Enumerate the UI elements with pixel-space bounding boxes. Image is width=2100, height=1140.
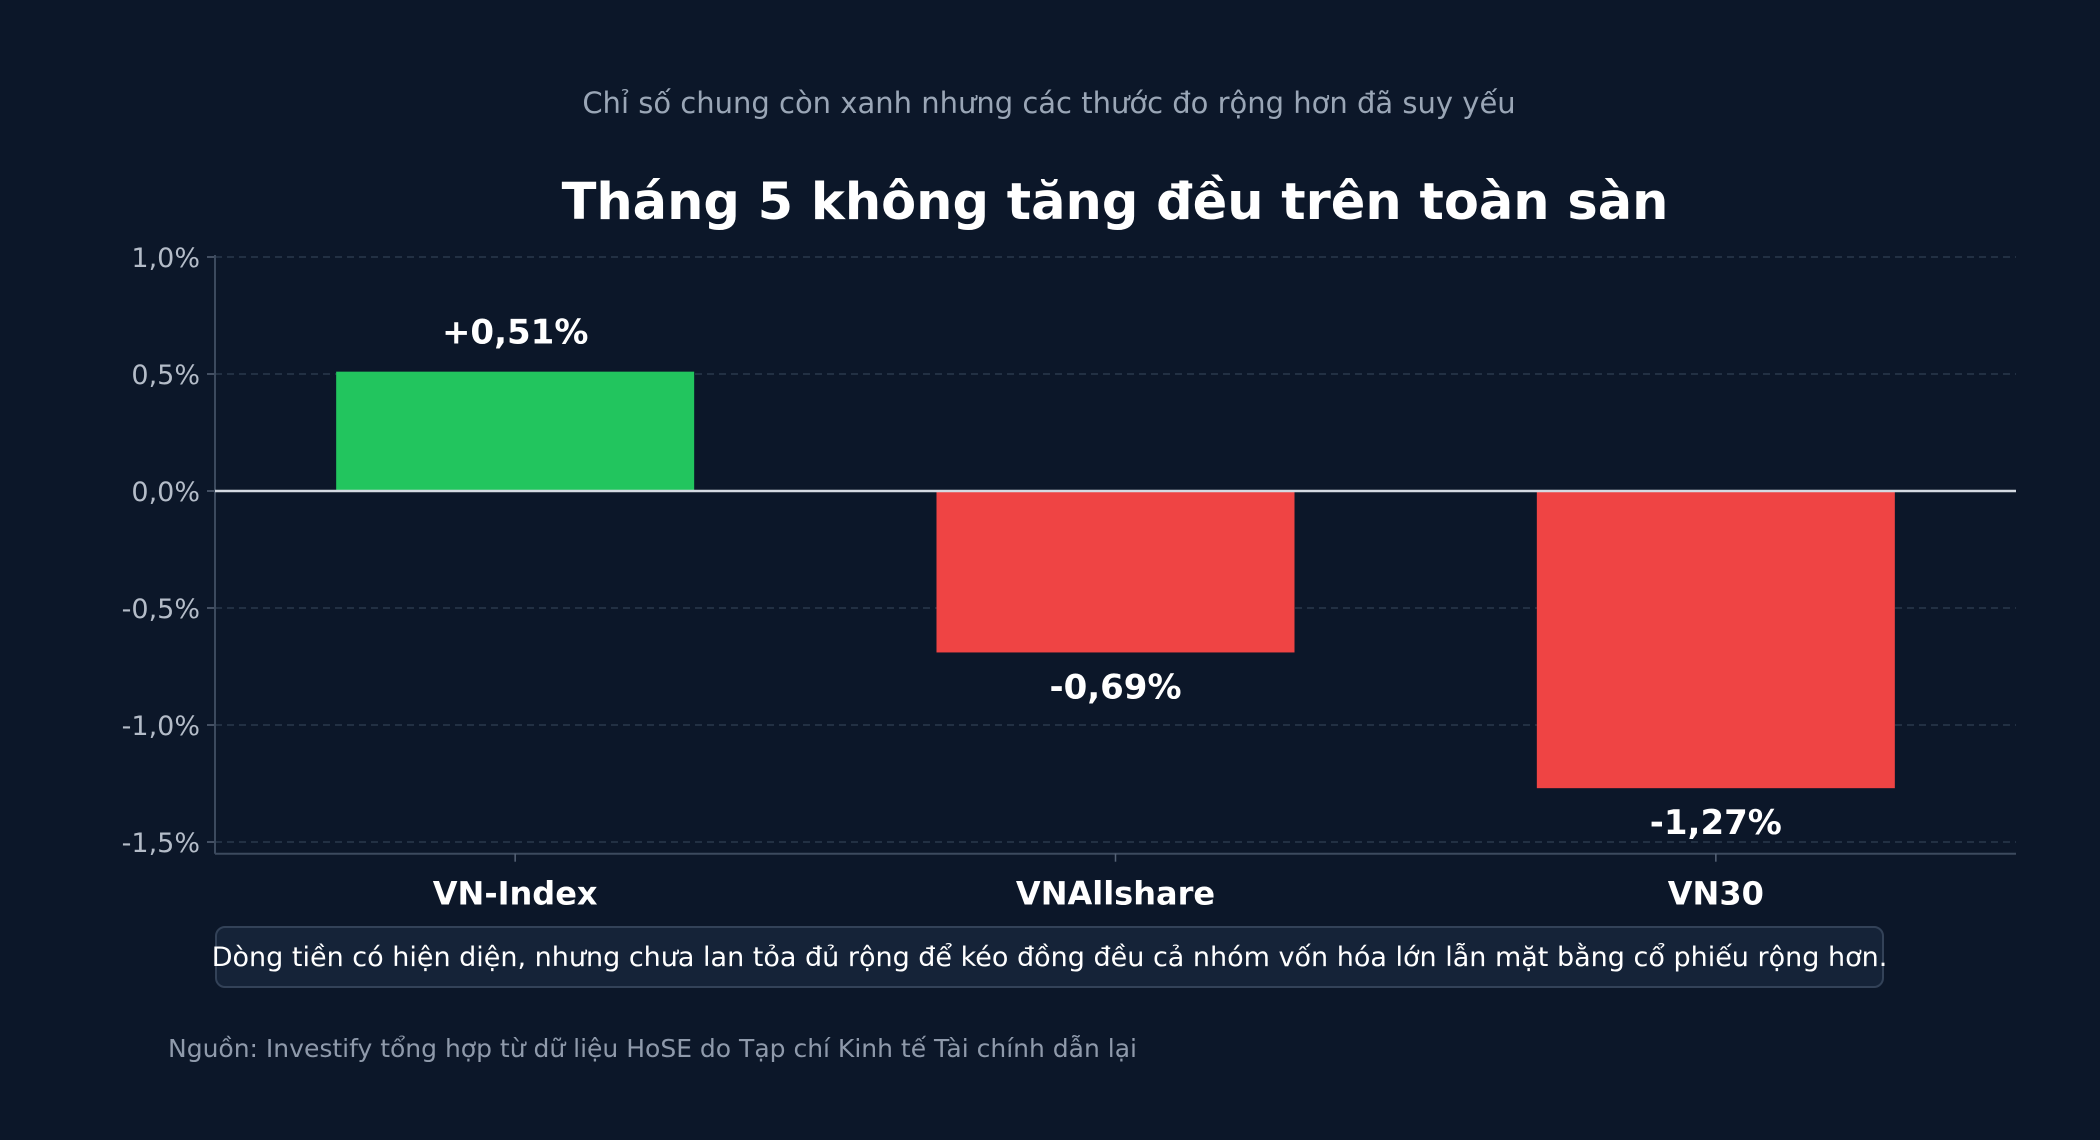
bar-vn30 <box>1536 491 1895 789</box>
y-tick-label: 0,0% <box>131 477 200 508</box>
y-tick-label: -0,5% <box>122 594 200 625</box>
y-tick-label: 0,5% <box>131 360 200 391</box>
source-note: Nguồn: Investify tổng hợp từ dữ liệu HoS… <box>168 1034 1137 1063</box>
bar-vn-index <box>336 371 695 491</box>
y-tick-label: 1,0% <box>131 243 200 274</box>
chart-subtitle: Chỉ số chung còn xanh nhưng các thước đo… <box>582 86 1515 120</box>
data-label: -0,69% <box>1049 667 1181 707</box>
x-tick-label: VN-Index <box>433 875 598 913</box>
chart-title: Tháng 5 không tăng đều trên toàn sàn <box>562 173 1669 232</box>
bar-vnallshare <box>936 491 1295 653</box>
x-tick-label: VNAllshare <box>1016 875 1215 913</box>
callout-note: Dòng tiền có hiện diện, nhưng chưa lan t… <box>212 926 1887 988</box>
y-tick-label: -1,5% <box>122 828 200 859</box>
x-tick-label: VN30 <box>1668 875 1764 913</box>
y-tick-label: -1,0% <box>122 711 200 742</box>
data-label: +0,51% <box>442 313 588 353</box>
data-label: -1,27% <box>1650 803 1782 843</box>
